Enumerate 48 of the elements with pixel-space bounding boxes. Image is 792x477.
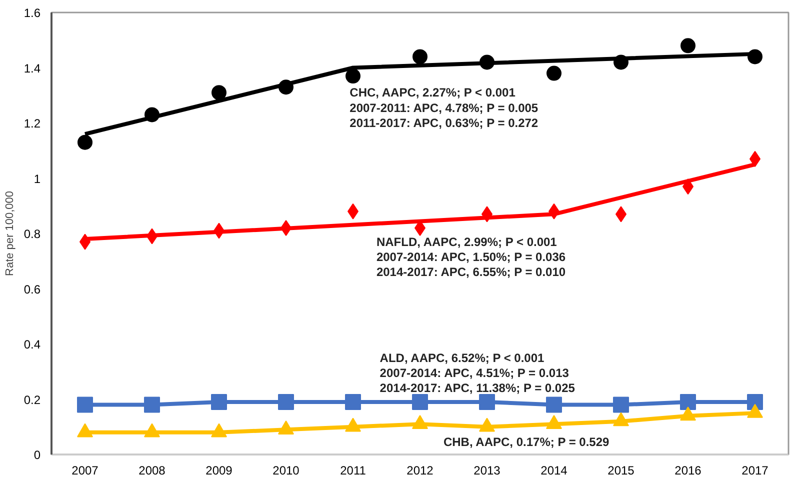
point bbox=[77, 396, 93, 413]
point bbox=[680, 38, 696, 54]
point bbox=[78, 134, 92, 150]
x-tick-label: 2010 bbox=[272, 464, 300, 477]
y-tick-label: 0.4 bbox=[24, 338, 41, 352]
x-tick-label: 2008 bbox=[138, 464, 166, 477]
annotation: 2011-2017: APC, 0.63%; P = 0.272 bbox=[350, 116, 538, 130]
y-tick-label: 0.2 bbox=[24, 392, 41, 407]
x-tick-label: 2014 bbox=[540, 464, 568, 477]
point bbox=[278, 394, 294, 410]
point bbox=[479, 394, 495, 410]
y-tick-label: 1 bbox=[34, 172, 41, 186]
point bbox=[747, 394, 763, 410]
x-tick-label: 2009 bbox=[206, 464, 233, 477]
annotation: 2014-2017: APC, 6.55%; P = 0.010 bbox=[376, 265, 566, 280]
x-tick-label: 2017 bbox=[742, 464, 769, 477]
x-tick-label: 2016 bbox=[674, 464, 702, 477]
point bbox=[412, 49, 428, 64]
annotation: 2007-2014: APC, 4.51%; P = 0.013 bbox=[380, 366, 570, 380]
y-tick-label: 1.6 bbox=[24, 6, 41, 20]
annotation: CHC, AAPC, 2.27%; P < 0.001 bbox=[350, 86, 516, 100]
point bbox=[346, 68, 360, 84]
x-tick-label: 2015 bbox=[608, 464, 635, 477]
annotation: NAFLD, AAPC, 2.99%; P < 0.001 bbox=[376, 234, 558, 249]
point bbox=[211, 394, 227, 410]
point bbox=[546, 66, 562, 81]
point bbox=[212, 85, 226, 100]
y-tick-label: 0.6 bbox=[24, 282, 41, 296]
x-tick-label: 2012 bbox=[406, 464, 434, 477]
annotation: CHB, AAPC, 0.17%; P = 0.529 bbox=[443, 435, 610, 450]
annotation: 2014-2017: APC, 11.38%; P = 0.025 bbox=[380, 381, 576, 396]
annotation: ALD, AAPC, 6.52%; P < 0.001 bbox=[380, 350, 545, 365]
point bbox=[613, 396, 629, 413]
y-tick-label: 0.8 bbox=[24, 227, 41, 241]
point bbox=[144, 396, 160, 413]
y-tick-label: 0 bbox=[34, 448, 41, 462]
x-tick-label: 2013 bbox=[474, 464, 501, 477]
x-tick-label: 2011 bbox=[340, 464, 366, 477]
y-axis-title: Rate per 100,000 bbox=[4, 190, 16, 276]
point bbox=[546, 396, 562, 413]
y-tick-label: 1.2 bbox=[24, 116, 41, 130]
point bbox=[412, 394, 428, 410]
x-tick-label: 2007 bbox=[72, 464, 99, 477]
annotation: 2007-2014: APC, 1.50%; P = 0.036 bbox=[376, 250, 566, 264]
y-tick-label: 1.4 bbox=[24, 61, 41, 76]
point bbox=[680, 394, 696, 410]
annotation: 2007-2011: APC, 4.78%; P = 0.005 bbox=[350, 100, 538, 115]
point bbox=[345, 394, 361, 410]
